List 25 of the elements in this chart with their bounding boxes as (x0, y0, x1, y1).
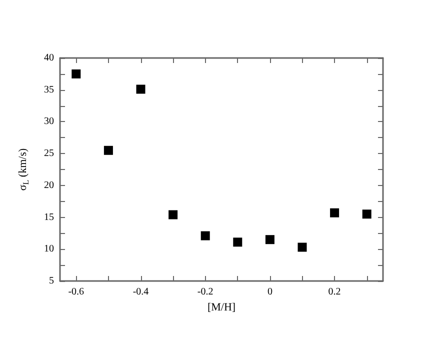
y-tick-label: 15 (44, 212, 54, 223)
point (265, 235, 274, 244)
y-tick-label: 30 (44, 116, 54, 128)
x-tick-label: 0 (267, 286, 272, 298)
y-tick-label: 35 (44, 84, 54, 96)
point (136, 84, 146, 94)
y-tick-label: 40 (44, 52, 54, 64)
x-tick-label: -0.6 (68, 286, 84, 298)
y-tick-label: 25 (44, 148, 54, 160)
point (200, 231, 210, 240)
point (168, 210, 178, 220)
point (330, 208, 340, 218)
x-tick-label: -0.2 (197, 286, 214, 298)
x-axis-title: [M/H] (207, 301, 236, 314)
y-tick-label: 10 (44, 244, 54, 255)
point (233, 238, 242, 247)
y-axis-title: σL (km/s) (17, 148, 30, 191)
point (104, 146, 113, 155)
y-tick-label: 5 (49, 276, 54, 286)
x-tick-label: 0.2 (328, 286, 341, 298)
point (298, 242, 307, 252)
y-tick-label: 20 (44, 180, 54, 191)
point (72, 69, 81, 78)
x-tick-label: -0.4 (132, 286, 149, 298)
point (362, 210, 372, 219)
